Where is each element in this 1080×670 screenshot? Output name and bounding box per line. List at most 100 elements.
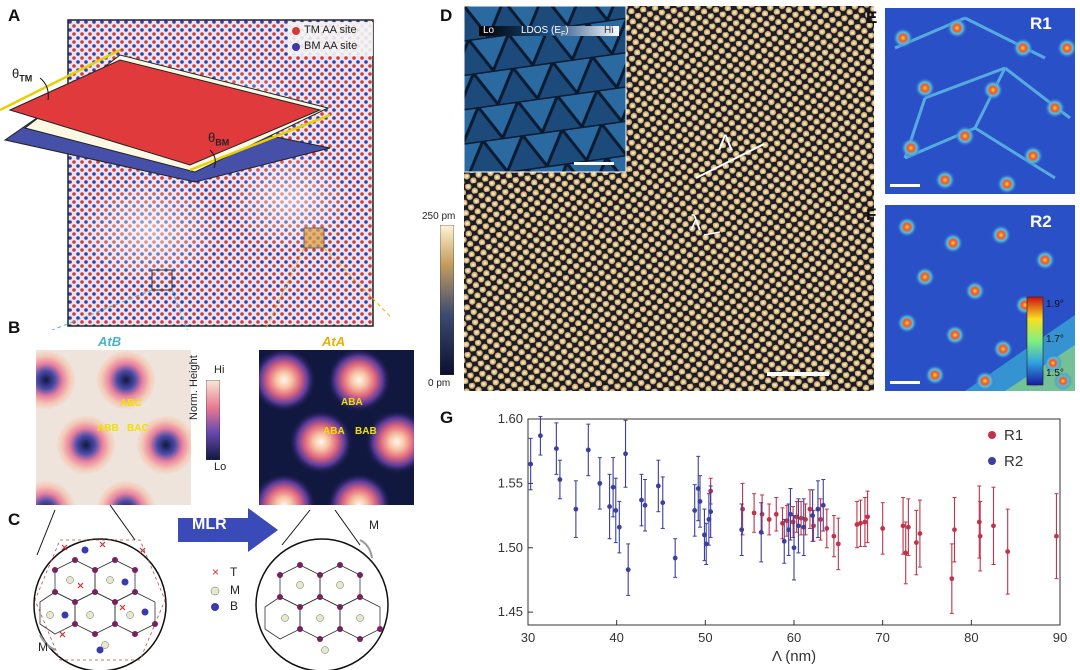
data-point-r1	[759, 511, 765, 517]
twist-angle-map-r1	[885, 8, 1075, 194]
data-point-r2	[672, 555, 678, 561]
x-tick-label: 60	[787, 630, 801, 645]
ata-tag-bab: BAB	[355, 426, 377, 437]
panel-label-d: D	[440, 6, 453, 25]
panel-label-c: C	[8, 510, 21, 529]
x-tick-label: 40	[609, 630, 623, 645]
legend-m-label: M	[230, 583, 240, 597]
data-point-r1	[865, 514, 870, 520]
y-tick-label: 1.60	[498, 411, 523, 426]
data-point-r1	[913, 540, 919, 545]
ldos-title-end: )	[565, 25, 569, 36]
data-point-r1	[862, 519, 868, 525]
data-point-r1	[977, 533, 983, 539]
y-tick-label: 1.45	[498, 604, 523, 619]
data-point-r2	[607, 504, 612, 509]
data-point-r1	[917, 531, 923, 536]
colorbar-bottom-label: 0 pm	[428, 378, 451, 389]
theta-tm-base: θ	[12, 66, 20, 81]
x-tick-label: 70	[875, 630, 889, 645]
data-point-r2	[639, 497, 644, 503]
ldos-lo-label: Lo	[483, 25, 495, 36]
data-point-r2	[758, 529, 764, 535]
data-point-r2	[625, 567, 631, 573]
data-point-r1	[766, 517, 772, 522]
y-tick-label: 1.55	[498, 475, 523, 490]
bm-legend-dot	[292, 43, 300, 51]
panel-c-lattice-diagram: ×	[33, 504, 389, 670]
legend-marker-r1	[988, 431, 996, 439]
stm-topography-image	[464, 6, 874, 391]
data-point-r2	[739, 527, 745, 533]
data-point-r2	[616, 524, 622, 530]
data-point-r1	[835, 541, 841, 547]
ata-lattice-circle	[255, 538, 389, 670]
colorbar-hi: Hi	[214, 364, 225, 376]
mlr-arrow	[178, 508, 278, 552]
data-point-r1	[780, 520, 785, 526]
data-point-r2	[538, 433, 543, 439]
colorbar-lo: Lo	[214, 461, 227, 473]
data-point-r2	[781, 538, 787, 544]
data-point-r2	[788, 511, 793, 517]
colorbar-tick-17: 1.7°	[1046, 334, 1064, 345]
r1-tag: R1	[1030, 14, 1052, 33]
data-point-r2	[801, 524, 807, 530]
left-m-label: M	[38, 640, 48, 654]
data-point-r2	[610, 484, 616, 490]
ldos-title-sub: F	[561, 31, 566, 38]
data-point-r1	[818, 517, 823, 522]
data-point-r2	[597, 480, 603, 486]
legend-marker-r2	[988, 457, 996, 465]
panel-label-a: A	[8, 6, 21, 25]
twist-colorbar	[1026, 296, 1044, 386]
legend-bm-label: BM AA site	[304, 40, 358, 52]
legend-label-r1: R1	[1004, 427, 1023, 444]
data-point-r2	[697, 499, 703, 504]
atb-height-map	[36, 350, 191, 505]
data-point-r2	[557, 477, 563, 482]
data-point-r2	[655, 483, 661, 489]
colorbar-tick-15: 1.5°	[1046, 368, 1064, 379]
panel-label-b: B	[8, 318, 21, 337]
ldos-hi-label: Hi	[604, 25, 614, 36]
data-point-r1	[1054, 533, 1059, 539]
data-point-r2	[528, 461, 534, 467]
colorbar-label: Norm. Height	[188, 355, 200, 420]
ata-tag-aba-2: ABA	[323, 426, 345, 437]
data-point-r1	[811, 523, 816, 529]
data-point-r1	[903, 550, 909, 556]
data-point-r2	[706, 517, 712, 522]
theta-bm-label: θBM	[208, 130, 229, 148]
theta-bm-base: θ	[208, 130, 216, 145]
data-point-r2	[810, 513, 816, 518]
data-point-r2	[695, 486, 701, 491]
twist-angle-map-r2	[885, 205, 1075, 391]
data-point-r2	[660, 500, 666, 506]
svg-text:×: ×	[212, 565, 219, 579]
legend-tm-label: TM AA site	[304, 24, 357, 36]
height-colorbar-d	[440, 225, 454, 375]
colorbar-top-label: 250 pm	[422, 211, 456, 222]
big-lambda-label: Λ	[718, 130, 733, 155]
data-point-r1	[976, 519, 982, 525]
data-point-r1	[807, 506, 813, 512]
data-point-r2	[820, 502, 826, 508]
data-point-r2	[573, 506, 579, 512]
legend-label-r2: R2	[1004, 453, 1023, 470]
data-point-r2	[786, 527, 792, 533]
x-tick-label: 80	[964, 630, 978, 645]
data-point-r1	[831, 533, 837, 539]
data-point-r1	[790, 519, 796, 525]
panel-label-g: G	[440, 408, 454, 427]
panel-a-moire-figure	[0, 19, 390, 330]
ata-tag-aba-1: ABA	[341, 397, 363, 408]
atb-tag-abb: ABB	[97, 423, 119, 434]
colorbar-tick-19: 1.9°	[1046, 299, 1064, 310]
atb-title: AtB	[98, 334, 122, 349]
r2-tag: R2	[1030, 212, 1052, 231]
small-lambda-label: λ	[690, 210, 701, 235]
data-point-r2	[613, 508, 619, 513]
data-point-r1	[803, 517, 808, 522]
